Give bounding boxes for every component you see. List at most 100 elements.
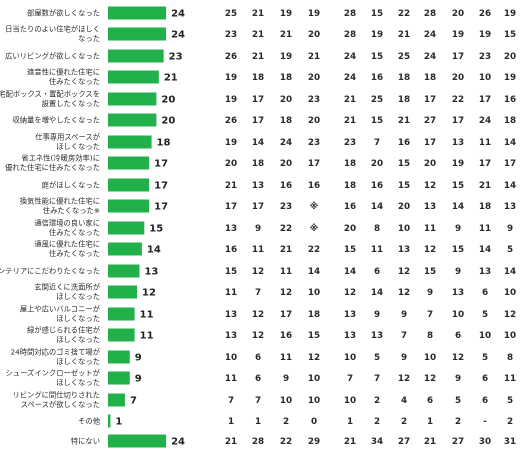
table-cell: 19 — [280, 52, 292, 62]
table-cell: 27 — [424, 116, 436, 126]
bar — [108, 135, 152, 149]
bar — [108, 264, 140, 278]
table-cell: 7 — [255, 396, 261, 406]
table-cell: 17 — [424, 95, 436, 105]
table-cell: 23 — [225, 30, 237, 40]
table-cell: 12 — [398, 288, 410, 298]
bar-value-label: 24 — [171, 9, 185, 20]
table-cell: 20 — [398, 202, 410, 212]
table-cell: 5 — [507, 396, 513, 406]
table-cell: 6 — [482, 396, 488, 406]
table-cell: 20 — [280, 95, 292, 105]
bar-value-label: 24 — [171, 30, 185, 41]
table-cell: 26 — [225, 52, 237, 62]
table-cell: 23 — [308, 95, 320, 105]
table-cell: 18 — [308, 310, 320, 320]
table-cell: 21 — [344, 95, 356, 105]
table-cell: 15 — [371, 52, 383, 62]
table-cell: 21 — [252, 52, 264, 62]
table-cell: 12 — [344, 288, 356, 298]
table-cell: 11 — [225, 288, 237, 298]
table-cell: 11 — [424, 224, 436, 234]
bar-value-label: 23 — [169, 52, 183, 63]
table-cell: 11 — [225, 374, 237, 384]
table-cell: 7 — [374, 138, 380, 148]
table-cell: 17 — [504, 159, 516, 169]
table-cell: 28 — [252, 437, 264, 447]
category-label: 庭がほしくなった — [42, 181, 100, 190]
category-label: 収納量を増やしたくなった — [12, 116, 100, 125]
bar — [108, 70, 159, 84]
bar-value-label: 17 — [154, 202, 168, 213]
table-cell: 11 — [252, 245, 264, 255]
table-cell: 21 — [424, 437, 436, 447]
table-cell: 16 — [344, 202, 356, 212]
bar — [108, 221, 145, 235]
table-cell: 14 — [252, 138, 264, 148]
category-label: 住みたくなった — [49, 77, 100, 86]
table-cell: 21 — [252, 30, 264, 40]
category-label: リビングに間仕切りされた — [12, 391, 100, 400]
category-label: 特にない — [71, 437, 100, 446]
table-cell: 24 — [344, 52, 356, 62]
table-cell: 20 — [452, 73, 464, 83]
bar-value-label: 17 — [154, 159, 168, 170]
table-cell: 13 — [452, 288, 464, 298]
bar-value-label: 24 — [171, 437, 185, 448]
table-cell: 19 — [371, 30, 383, 40]
table-cell: 15 — [398, 159, 410, 169]
category-label: ほしくなった — [56, 142, 100, 151]
table-cell: 5 — [507, 245, 513, 255]
category-label: 部屋数が欲しくなった — [27, 9, 100, 18]
bar-value-label: 18 — [157, 138, 171, 149]
table-cell: 23 — [344, 138, 356, 148]
table-cell: 17 — [452, 52, 464, 62]
category-label: 通信環境の良い家に — [34, 219, 100, 228]
table-cell: 12 — [280, 288, 292, 298]
table-cell: 7 — [427, 310, 433, 320]
table-cell: 1 — [228, 417, 234, 427]
table-cell: 9 — [283, 374, 289, 384]
table-cell: 18 — [344, 159, 356, 169]
table-cell: 17 — [424, 138, 436, 148]
table-cell: 1 — [347, 417, 353, 427]
table-cell: 17 — [225, 202, 237, 212]
table-cell: 21 — [225, 181, 237, 191]
table-cell: 6 — [374, 267, 380, 277]
bars — [108, 6, 167, 448]
table-cell: 24 — [424, 30, 436, 40]
table-cell: 2 — [507, 417, 513, 427]
table-cell: 24 — [344, 73, 356, 83]
table-cell: 30 — [479, 437, 491, 447]
table-cell: 14 — [504, 267, 516, 277]
table-cell: 0 — [311, 417, 317, 427]
bar — [108, 328, 135, 342]
table-cell: 22 — [308, 245, 320, 255]
table-cell: 2 — [455, 417, 461, 427]
table-cell: 8 — [507, 353, 513, 363]
category-label: 24時間対応のゴミ捨て場が — [10, 348, 100, 357]
table-cell: 14 — [504, 181, 516, 191]
table-cell: 11 — [280, 353, 292, 363]
table-cell: 28 — [344, 30, 356, 40]
table-cell: 26 — [479, 9, 491, 19]
table-cell: 10 — [280, 396, 292, 406]
category-label: 換気性能に優れた住宅に — [20, 197, 100, 206]
bar — [108, 434, 167, 448]
category-label: 広いリビングが欲しくなった — [5, 52, 100, 61]
category-label: 省エネ性(冷暖房効率)に — [21, 154, 100, 163]
table-cell: ※ — [310, 223, 319, 234]
category-label: ほしくなった — [56, 314, 100, 323]
table-cell: 12 — [424, 374, 436, 384]
table-cell: 15 — [225, 267, 237, 277]
table-cell: 7 — [347, 374, 353, 384]
table-cell: 12 — [452, 353, 464, 363]
table-cell: 20 — [308, 73, 320, 83]
table-cell: 16 — [398, 138, 410, 148]
table-cell: 21 — [280, 30, 292, 40]
category-label: 設置したくなった — [42, 99, 100, 108]
table-cell: 5 — [374, 353, 380, 363]
table-cell: 12 — [424, 181, 436, 191]
table-cell: 6 — [482, 374, 488, 384]
